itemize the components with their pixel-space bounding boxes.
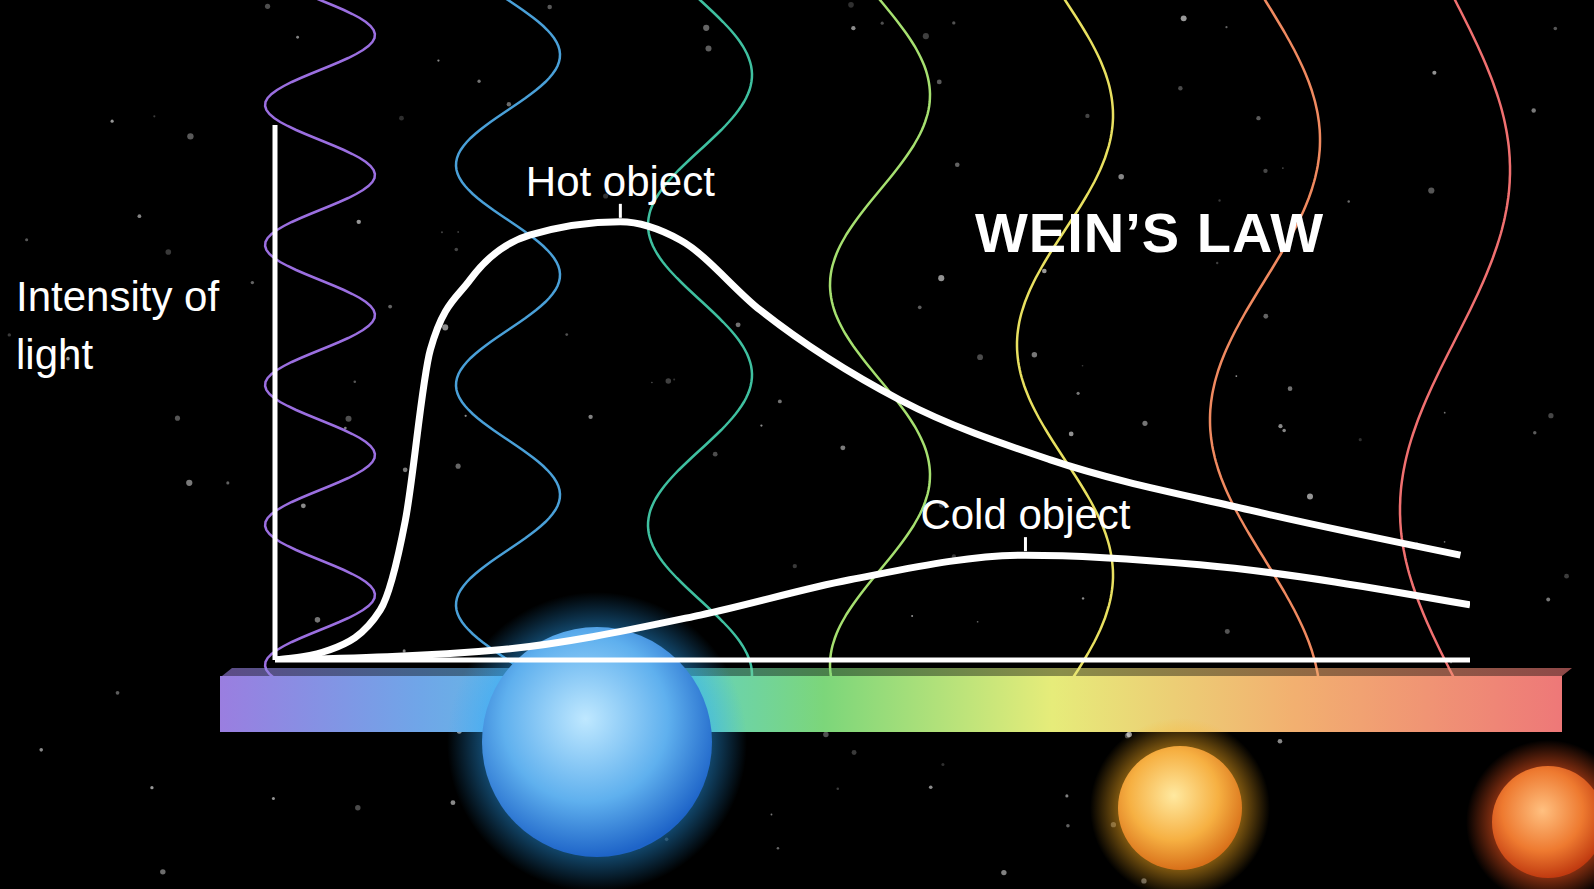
html-text:Intensity of light: Intensity of light [16, 273, 220, 378]
html-text:WEIN’S LAW: WEIN’S LAW [975, 201, 1325, 264]
svg-text:Cold object: Cold object [920, 491, 1130, 538]
svg-text:Hot object: Hot object [526, 158, 715, 205]
